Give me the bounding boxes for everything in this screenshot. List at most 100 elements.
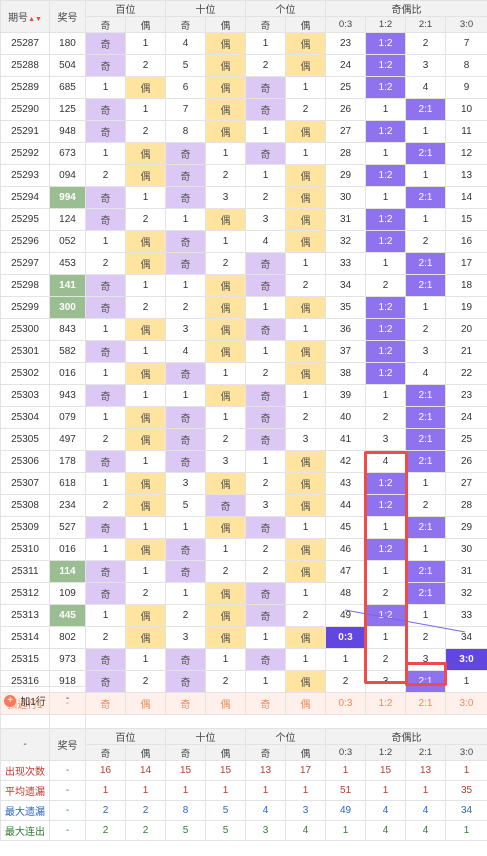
digit-cell: 奇 [85,384,126,407]
stats-value: 49 [325,800,366,821]
prize-cell: 582 [49,340,86,363]
digit-cell: 偶 [125,406,166,429]
ratio-cell: 1 [405,120,446,143]
ratio-cell: 17 [445,252,487,275]
hundreds-header: 百位 [85,0,166,17]
ratio-cell: 1:2 [365,164,406,187]
add-row-table: + 加1行 - [0,686,487,729]
stats-value: 1 [285,780,326,801]
digit-cell: 偶 [205,120,246,143]
digit-cell: 奇 [165,186,206,209]
stats-row: 最大遗漏 -2 2 8 5 4 3 49 4 4 34 [0,800,487,821]
stats-value: 13 [405,760,446,781]
ratio-cell: 12 [445,142,487,165]
ratio-cell: 47 [325,560,366,583]
prize-cell: 527 [49,516,86,539]
digit-cell: 偶 [205,32,246,55]
digit-cell: 1 [205,538,246,561]
ratio-cell: 15 [445,208,487,231]
ratio-cell: 23 [445,384,487,407]
period-cell: 25291 [0,120,50,143]
digit-cell: 1 [125,98,166,121]
ratio-cell: 28 [445,494,487,517]
period-cell: 25310 [0,538,50,561]
subheader-5: 偶 [285,16,326,33]
digit-cell: 奇 [85,516,126,539]
period-cell: 25300 [0,318,50,341]
ratio-cell: 3 [405,54,446,77]
prize-cell: 843 [49,318,86,341]
digit-cell: 4 [245,230,286,253]
digit-cell: 1 [125,516,166,539]
stats-dash: - [49,760,86,781]
digit-cell: 奇 [85,186,126,209]
digit-cell: 2 [165,296,206,319]
stats-dash: - [49,820,86,841]
ratio-cell: 20 [445,318,487,341]
digit-cell: 1 [125,274,166,297]
digit-cell: 奇 [205,494,246,517]
subheader-0: 奇 [85,744,126,761]
digit-cell: 奇 [85,560,126,583]
ratio-cell: 2:1 [405,252,446,275]
ratio-cell: 24 [445,406,487,429]
stats-value: 1 [245,780,286,801]
digit-cell: 偶 [205,76,246,99]
ratio-cell: 1 [365,98,406,121]
digit-cell: 1 [125,32,166,55]
digit-cell: 偶 [125,428,166,451]
ratio-cell: 9 [445,76,487,99]
ratio-cell: 4 [365,450,406,473]
digit-cell: 奇 [245,604,286,627]
stats-value: 1 [325,760,366,781]
ratio-cell: 32 [445,582,487,605]
digit-cell: 偶 [205,582,246,605]
period-header[interactable]: 期号▲▼ [0,0,50,33]
prize-cell: 109 [49,582,86,605]
prize-cell: 141 [49,274,86,297]
digit-cell: 2 [205,164,246,187]
period-cell: 25298 [0,274,50,297]
ratio-cell: 1:2 [365,538,406,561]
digit-cell: 1 [285,648,326,671]
stats-value: 2 [85,800,126,821]
ratio-cell: 1 [365,142,406,165]
stats-row: 最大连出 -2 2 5 5 3 4 1 4 4 1 [0,820,487,841]
digit-cell: 1 [165,582,206,605]
stats-value: 4 [405,800,446,821]
digit-cell: 2 [245,362,286,385]
digit-cell: 2 [205,252,246,275]
ratio-cell: 42 [325,450,366,473]
digit-cell: 奇 [165,252,206,275]
add-row-cell[interactable]: + 加1行 [0,686,50,729]
ratio-cell: 33 [445,604,487,627]
stats-row: 平均遗漏 -1 1 1 1 1 1 51 1 1 35 [0,780,487,801]
stats-row: 出现次数 -16 14 15 15 13 17 1 15 13 1 [0,760,487,781]
digit-cell: 1 [125,450,166,473]
sort-icon[interactable]: ▲▼ [28,16,42,23]
ratio-cell: 18 [445,274,487,297]
ratio-cell: 1 [365,384,406,407]
ratio-cell: 1 [365,186,406,209]
digit-cell: 奇 [165,560,206,583]
digit-cell: 偶 [285,362,326,385]
ratio-cell: 27 [445,472,487,495]
ratio-cell: 2:1 [405,384,446,407]
digit-cell: 5 [165,54,206,77]
table-row: 25309 527 奇 1 1 偶奇 1 45 1 2:1 29 [0,516,487,539]
digit-cell: 1 [205,648,246,671]
digit-cell: 1 [285,318,326,341]
add-row-button[interactable]: + 加1行 [4,693,46,708]
digit-cell: 2 [205,560,246,583]
digit-cell: 2 [245,560,286,583]
digit-cell: 8 [165,120,206,143]
digit-cell: 奇 [165,406,206,429]
period-cell: 25315 [0,648,50,671]
digit-cell: 奇 [245,274,286,297]
digit-cell: 2 [205,428,246,451]
ratio-cell: 1:2 [365,32,406,55]
digit-cell: 1 [85,230,126,253]
ratio-cell: 45 [325,516,366,539]
digit-cell: 偶 [285,472,326,495]
stats-label: 出现次数 [0,760,50,781]
